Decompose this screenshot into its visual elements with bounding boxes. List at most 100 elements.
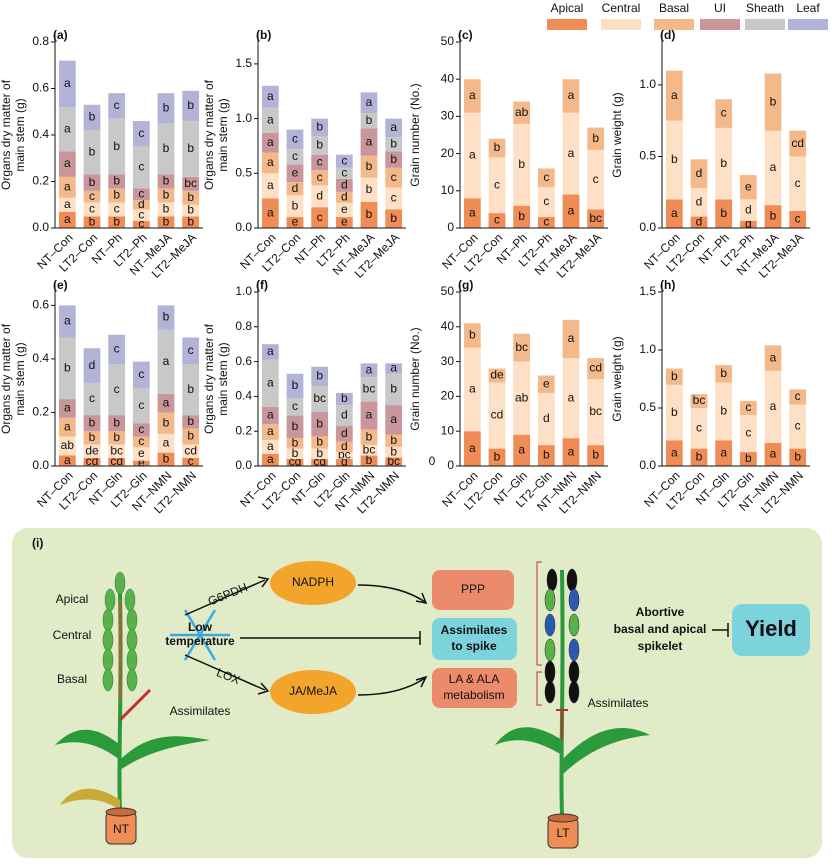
bar-segment bbox=[385, 405, 403, 435]
significance-letter: b bbox=[592, 448, 599, 462]
significance-letter: bc bbox=[693, 393, 706, 407]
significance-letter: bc bbox=[589, 404, 602, 418]
significance-letter: c bbox=[138, 126, 144, 140]
significance-letter: b bbox=[671, 152, 678, 166]
label: Central bbox=[53, 628, 92, 642]
bar-segment bbox=[132, 188, 150, 201]
node bbox=[732, 604, 810, 656]
significance-letter: ab bbox=[515, 390, 529, 404]
significance-letter: b bbox=[163, 100, 170, 114]
significance-letter: a bbox=[267, 178, 274, 192]
significance-letter: b bbox=[163, 214, 170, 228]
bar-segment bbox=[311, 118, 329, 137]
significance-letter: a bbox=[770, 160, 777, 174]
significance-letter: de bbox=[85, 443, 99, 457]
bar-segment bbox=[261, 85, 279, 108]
y-tick-label: 0.8 bbox=[32, 34, 49, 48]
bar-segment bbox=[311, 154, 329, 171]
significance-letter: b bbox=[341, 391, 348, 405]
bar-segment bbox=[665, 440, 683, 466]
bar-segment bbox=[182, 176, 200, 191]
bar-segment bbox=[58, 60, 76, 108]
bar-segment bbox=[764, 442, 782, 466]
bar-segment bbox=[789, 156, 807, 211]
y-tick-label: 0.2 bbox=[235, 423, 252, 437]
y-tick-label: 0.0 bbox=[32, 220, 49, 234]
diagram-bg bbox=[12, 528, 822, 858]
bar-segment bbox=[690, 408, 708, 449]
bar-segment bbox=[562, 79, 580, 113]
significance-letter: b bbox=[390, 433, 397, 447]
significance-letter: b bbox=[770, 94, 777, 108]
label: Apical bbox=[56, 592, 89, 606]
y-tick-label: 0.0 bbox=[235, 458, 252, 472]
bar-segment bbox=[739, 199, 757, 221]
bar-segment bbox=[335, 167, 353, 179]
significance-letter: bc bbox=[515, 340, 528, 354]
y-tick-label: 0 bbox=[447, 458, 454, 472]
node bbox=[432, 618, 517, 660]
significance-letter: c bbox=[795, 176, 801, 190]
bar-segment bbox=[182, 364, 200, 416]
bar-segment bbox=[83, 190, 101, 203]
bar-segment bbox=[463, 431, 481, 466]
bar-segment bbox=[261, 424, 279, 440]
significance-letter: c bbox=[138, 398, 144, 412]
label: Assimilates bbox=[441, 623, 508, 637]
bar-segment bbox=[286, 129, 304, 150]
bar-segment bbox=[335, 178, 353, 192]
legend-label: UI bbox=[714, 1, 726, 15]
bar-segment bbox=[182, 337, 200, 365]
significance-letter: c bbox=[721, 106, 727, 120]
significance-letter: a bbox=[469, 205, 476, 219]
significance-letter: a bbox=[64, 76, 71, 90]
significance-letter: a bbox=[366, 95, 373, 109]
significance-letter: b bbox=[187, 190, 194, 204]
significance-letter: a bbox=[770, 350, 777, 364]
bar-segment bbox=[488, 368, 506, 383]
label: Low bbox=[188, 620, 213, 634]
plant-nt bbox=[55, 571, 210, 845]
bar-segment bbox=[463, 112, 481, 199]
y-tick-label: 20 bbox=[441, 146, 455, 160]
significance-letter: d bbox=[341, 455, 348, 469]
bar-segment bbox=[132, 460, 150, 466]
significance-letter: b bbox=[543, 448, 550, 462]
label: Abortive bbox=[636, 605, 685, 619]
significance-letter: b bbox=[163, 451, 170, 465]
legend-swatch bbox=[788, 19, 828, 30]
bracket bbox=[536, 561, 542, 706]
bar-segment bbox=[739, 414, 757, 453]
bar-segment bbox=[665, 368, 683, 385]
legend-label: Sheath bbox=[746, 1, 784, 15]
significance-letter: bc bbox=[184, 176, 197, 190]
bar-segment bbox=[537, 168, 555, 188]
bar-segment bbox=[360, 177, 378, 202]
legend-label: Apical bbox=[551, 1, 584, 15]
significance-letter: c bbox=[138, 160, 144, 174]
significance-letter: a bbox=[568, 390, 575, 404]
y-tick-label: 0.4 bbox=[32, 351, 49, 365]
bar-segment bbox=[739, 452, 757, 466]
significance-letter: c bbox=[795, 389, 801, 403]
significance-letter: bc bbox=[589, 211, 602, 225]
bar-segment bbox=[587, 358, 605, 379]
bar-segment bbox=[789, 404, 807, 449]
significance-letter: d bbox=[745, 202, 752, 216]
significance-letter: a bbox=[469, 88, 476, 102]
bar-segment bbox=[385, 446, 403, 458]
bar-segment bbox=[157, 452, 175, 466]
significance-letter: b bbox=[89, 110, 96, 124]
bar-segment bbox=[261, 453, 279, 466]
significance-letter: d bbox=[543, 411, 550, 425]
significance-letter: a bbox=[720, 445, 727, 459]
significance-letter: d bbox=[696, 214, 703, 228]
significance-letter: c bbox=[89, 391, 95, 405]
bar-segment bbox=[513, 434, 531, 466]
label: JA/MeJA bbox=[289, 684, 337, 698]
bar-segment bbox=[261, 359, 279, 407]
y-tick-label: 1.5 bbox=[639, 284, 656, 298]
significance-letter: a bbox=[64, 314, 71, 328]
bar-segment bbox=[789, 448, 807, 466]
significance-letter: a bbox=[568, 88, 575, 102]
